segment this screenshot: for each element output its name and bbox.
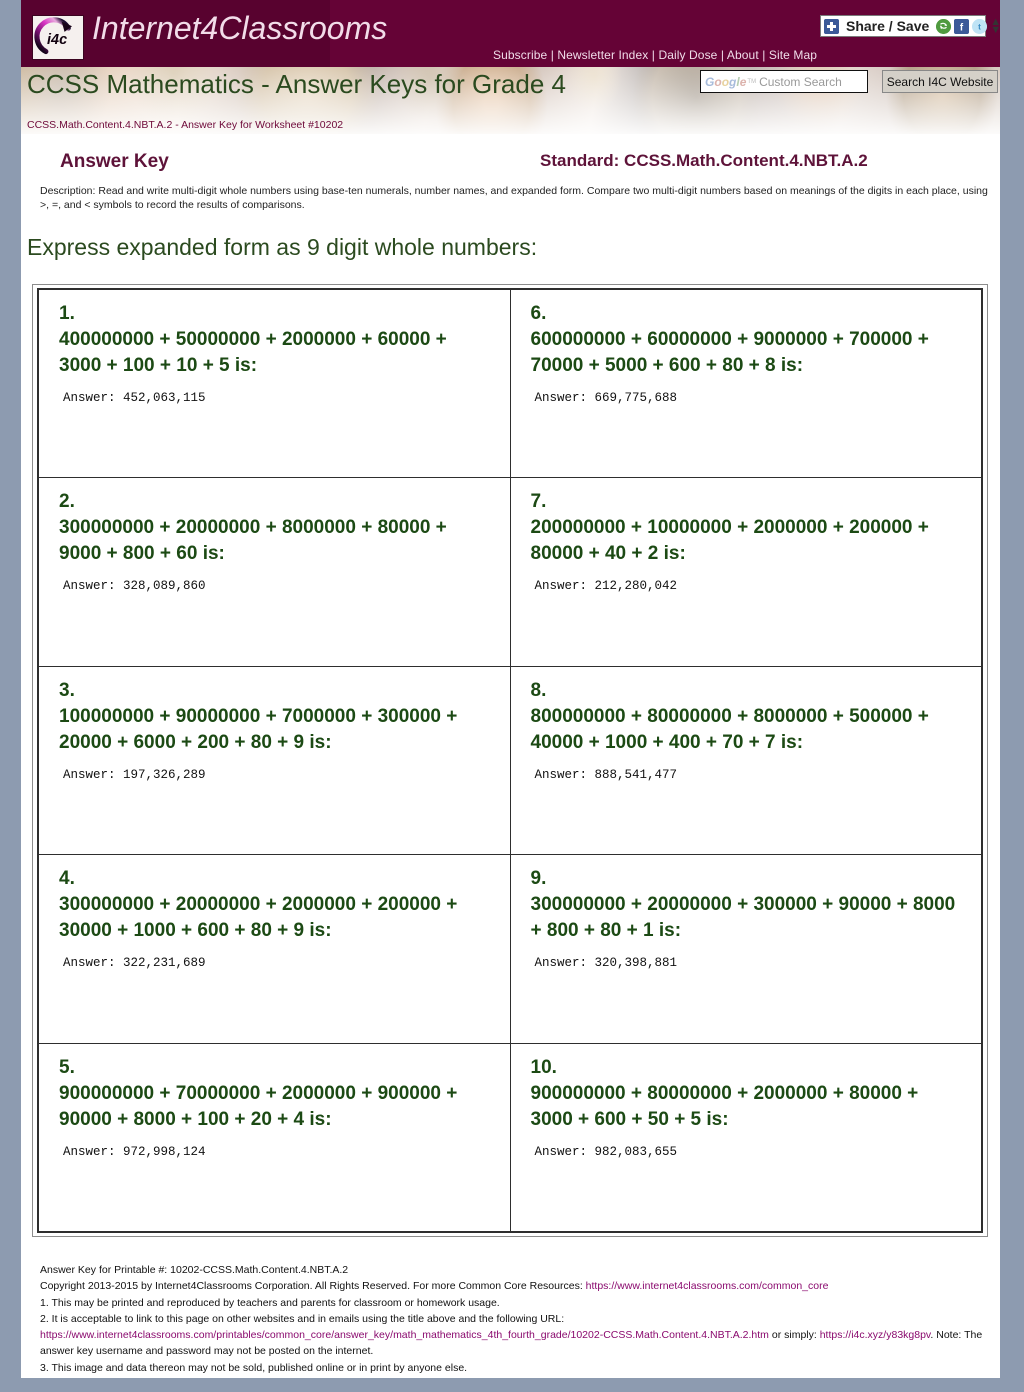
- svg-text:t: t: [978, 22, 981, 31]
- svg-text:i4c: i4c: [47, 32, 67, 48]
